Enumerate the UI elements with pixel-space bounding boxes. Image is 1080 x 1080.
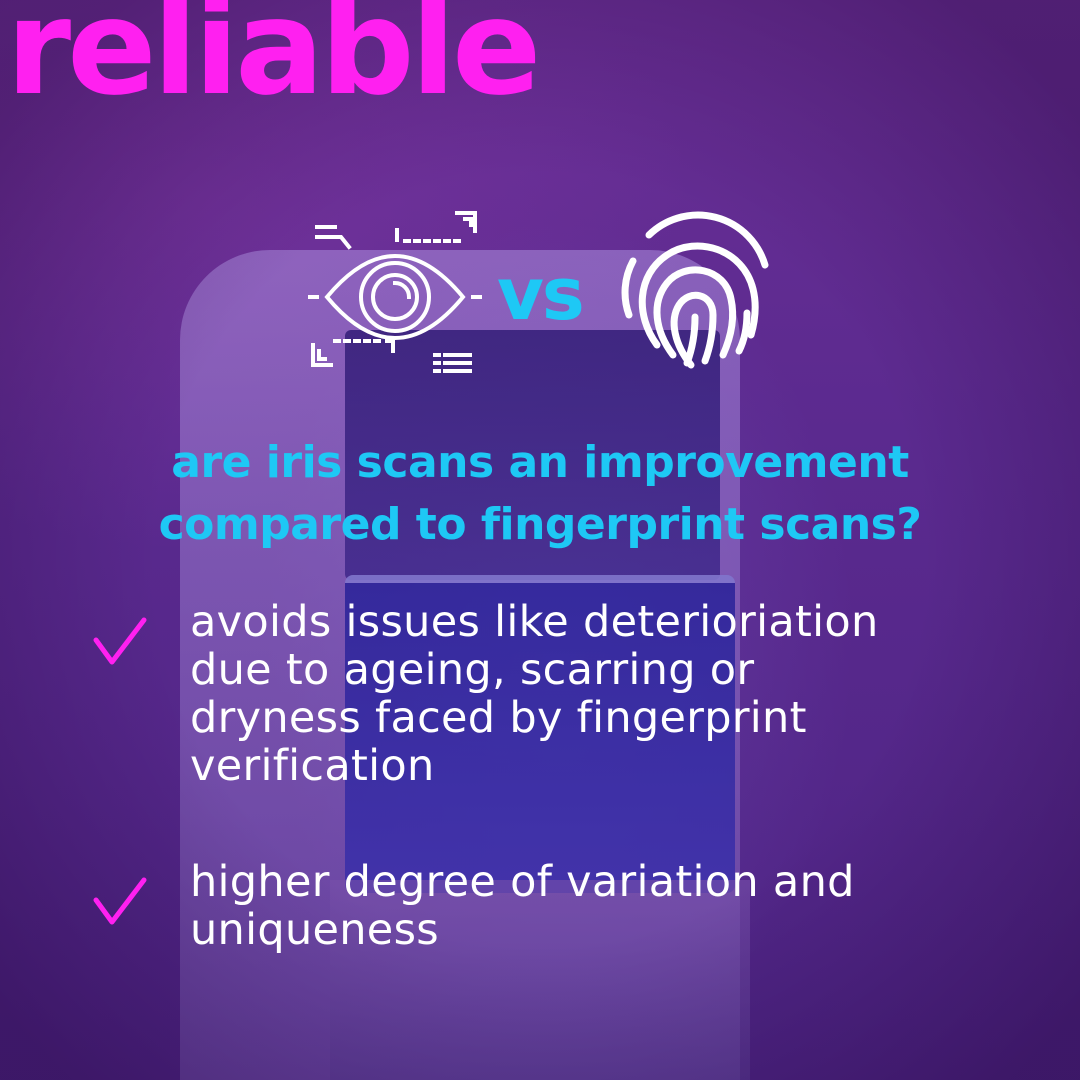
- benefit-text-line: uniqueness: [190, 905, 439, 955]
- kiosk-base: [330, 880, 750, 1080]
- benefit-text-line: higher degree of variation and: [190, 857, 855, 907]
- kiosk-upper-panel: [345, 330, 720, 580]
- benefit-text-line: avoids issues like deterioriation: [190, 597, 879, 647]
- benefit-text-line: dryness faced by fingerprint: [190, 693, 807, 743]
- benefit-text: avoids issues like deterioriation due to…: [190, 598, 1050, 790]
- kiosk-screen: [345, 575, 735, 893]
- question-line-2: compared to fingerprint scans?: [158, 499, 922, 550]
- question-heading: are iris scans an improvement compared t…: [0, 432, 1080, 556]
- vs-label: vs: [497, 252, 585, 336]
- fingerprint-icon: [615, 205, 775, 375]
- benefit-text-line: due to ageing, scarring or: [190, 645, 755, 695]
- headline: reliable: [6, 0, 541, 125]
- benefit-text: higher degree of variation and uniquenes…: [190, 858, 1050, 954]
- check-icon: [93, 617, 147, 665]
- benefit-text-line: verification: [190, 741, 435, 791]
- question-line-1: are iris scans an improvement: [171, 437, 909, 488]
- eye-scan-icon: [305, 205, 485, 380]
- check-icon: [93, 877, 147, 925]
